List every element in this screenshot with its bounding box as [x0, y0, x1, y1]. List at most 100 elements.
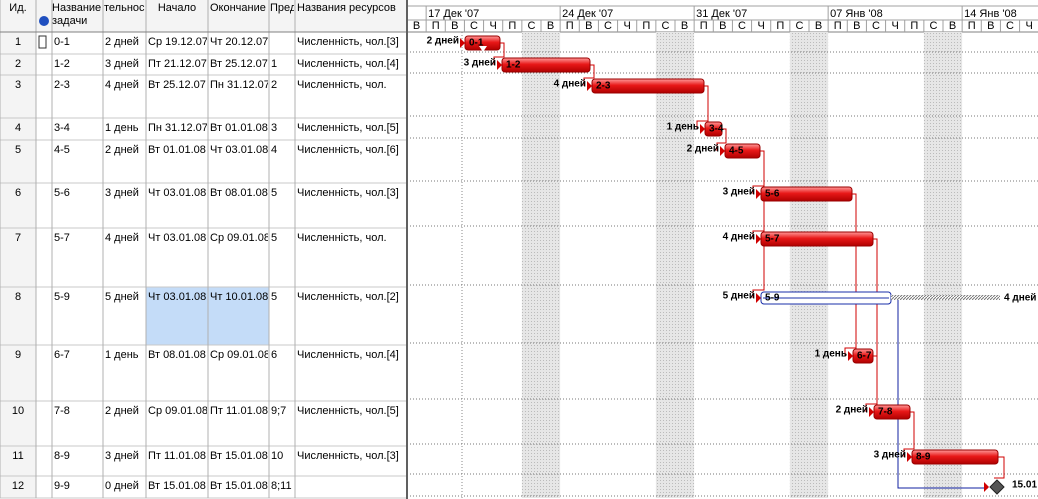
cell-start: Вт 15.01.08: [148, 480, 206, 492]
start-marker: [848, 351, 853, 361]
cell-duration: 3 дней: [105, 450, 139, 462]
start-marker: [756, 234, 761, 244]
cell-id: 1: [15, 36, 21, 48]
cell-resources: Численність, чол.: [297, 232, 387, 244]
cell-pred: 5: [271, 187, 277, 199]
cell-duration: 4 дней: [105, 232, 139, 244]
day-label: С: [604, 20, 612, 32]
cell-name: 2-3: [54, 79, 70, 91]
link: [493, 42, 505, 65]
bar-label: 1-2: [506, 60, 521, 71]
table-header: [0, 0, 407, 32]
cell-name: 5-9: [54, 291, 70, 303]
link: [716, 128, 727, 151]
duration-label: 2 дней: [836, 405, 868, 416]
milestone-label: 15.01: [1012, 480, 1037, 491]
cell-finish: Чт 03.01.08: [210, 144, 268, 156]
duration-label: 4 дней: [723, 232, 755, 243]
down-arrow: [479, 46, 487, 52]
cell-finish: Вт 25.12.07: [210, 58, 268, 70]
header-id: Ид.: [9, 2, 26, 14]
duration-label: 3 дней: [723, 187, 755, 198]
cell-start: Ср 19.12.07: [148, 36, 208, 48]
weekend-shade: [809, 32, 829, 498]
day-label: С: [470, 20, 478, 32]
bar-label: 6-7: [857, 351, 872, 362]
start-marker: [756, 189, 761, 199]
cell-finish: Пт 11.01.08: [210, 405, 268, 417]
day-label: С: [738, 20, 746, 32]
cell-resources: Численність, чол.[4]: [297, 58, 399, 70]
week-label: 24 Дек '07: [562, 8, 613, 20]
cell-resources: Численність, чол.[5]: [297, 122, 399, 134]
cell-resources: Численність, чол.[2]: [297, 291, 399, 303]
day-label: В: [853, 20, 860, 32]
day-label: П: [968, 20, 976, 32]
day-label: В: [987, 20, 994, 32]
week-label: 17 Дек '07: [428, 8, 479, 20]
cell-resources: Численність, чол.[3]: [297, 450, 399, 462]
cell-pred: 2: [271, 79, 277, 91]
cell-start: Вт 25.12.07: [148, 79, 206, 91]
bar-label: 0-1: [469, 38, 484, 49]
weekend-shade: [541, 32, 561, 498]
cell-id: 12: [12, 480, 24, 492]
cell-resources: Численність, чол.[3]: [297, 187, 399, 199]
cell-name: 8-9: [54, 450, 70, 462]
float-label: 4 дней: [1004, 293, 1036, 304]
cell-duration: 2 дней: [105, 405, 139, 417]
cell-id: 5: [15, 144, 21, 156]
header-resources: Названия ресурсов: [297, 2, 396, 14]
cell-pred: 3: [271, 122, 277, 134]
day-label: В: [719, 20, 726, 32]
cell-name: 0-1: [54, 36, 70, 48]
link: [583, 64, 595, 86]
cell-name: 5-7: [54, 232, 70, 244]
cell-id: 8: [15, 291, 21, 303]
cell-finish: Ср 09.01.08: [210, 232, 270, 244]
cell-finish: Чт 20.12.07: [210, 36, 268, 48]
weekend-shade: [923, 32, 943, 498]
link: [903, 411, 915, 457]
duration-label: 3 дней: [464, 58, 496, 69]
week-label: 14 Янв '08: [964, 8, 1017, 20]
day-label: П: [566, 20, 574, 32]
bar-label: 5-9: [765, 293, 780, 304]
day-label: С: [661, 20, 669, 32]
cell-duration: 1 день: [105, 349, 139, 361]
cell-resources: Численність, чол.: [297, 79, 387, 91]
cell-finish: Вт 08.01.08: [210, 187, 268, 199]
cell-start: Пт 21.12.07: [148, 58, 207, 70]
day-label: П: [776, 20, 784, 32]
day-label: С: [1006, 20, 1014, 32]
start-marker: [460, 38, 465, 48]
cell-name: 4-5: [54, 144, 70, 156]
header-duration: тельнос: [104, 2, 145, 14]
cell-finish: Вт 15.01.08: [210, 450, 268, 462]
day-label: П: [700, 20, 708, 32]
cell-duration: 5 дней: [105, 291, 139, 303]
cell-name: 5-6: [54, 187, 70, 199]
day-label: В: [413, 20, 420, 32]
cell-resources: Численність, чол.[3]: [297, 36, 399, 48]
cell-id: 6: [15, 187, 21, 199]
day-label: Ч: [1025, 20, 1032, 32]
cell-finish: Вт 15.01.08: [210, 480, 268, 492]
cell-name: 6-7: [54, 349, 70, 361]
week-label: 31 Дек '07: [696, 8, 747, 20]
cell-resources: Численність, чол.[6]: [297, 144, 399, 156]
cell-pred: 5: [271, 291, 277, 303]
week-label: 07 Янв '08: [830, 8, 883, 20]
day-label: П: [432, 20, 440, 32]
weekend-shade: [521, 32, 541, 498]
cell-finish: Пн 31.12.07: [210, 79, 270, 91]
header-pred: Пред: [270, 2, 297, 14]
day-label: С: [872, 20, 880, 32]
cell-pred: 6: [271, 349, 277, 361]
cell-duration: 4 дней: [105, 79, 139, 91]
day-label: П: [834, 20, 842, 32]
link: [696, 85, 709, 129]
bar-label: 3-4: [709, 124, 724, 135]
cell-pred: 4: [271, 144, 277, 156]
